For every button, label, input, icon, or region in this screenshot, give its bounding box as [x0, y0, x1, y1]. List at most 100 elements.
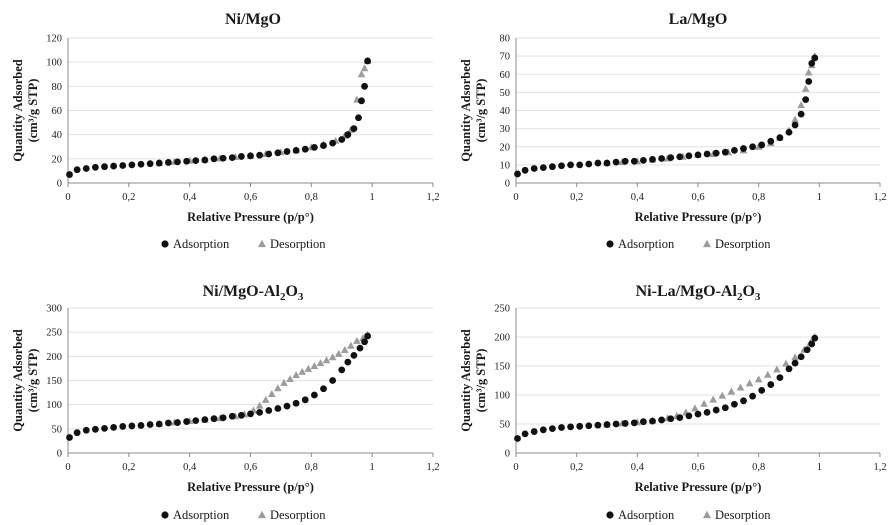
adsorption-point [364, 57, 372, 65]
adsorption-point [594, 421, 602, 429]
chart-panel-3: Ni/MgO-Al2O3 0 50 100 150 200 250 300 0 0,2 0,4 0,6… [11, 283, 440, 522]
adsorption-point [110, 423, 118, 431]
adsorption-point [740, 145, 747, 152]
y-tick-label: 100 [494, 391, 510, 402]
y-tick-label: 50 [500, 420, 511, 431]
desorption-point [280, 378, 288, 386]
legend-desorption-label: Desorption [715, 508, 771, 522]
adsorption-point [758, 141, 766, 149]
x-axis-label: Relative Pressure (p/p°) [635, 480, 762, 494]
x-tick-label: 1,2 [426, 192, 439, 203]
x-tick-label: 1,2 [873, 192, 886, 203]
y-tick-label: 200 [494, 333, 510, 344]
adsorption-point [361, 338, 368, 346]
adsorption-point [514, 170, 521, 178]
x-tick-label: 1,2 [426, 462, 439, 473]
adsorption-point [603, 421, 611, 428]
desorption-point [700, 399, 708, 407]
adsorption-point [594, 159, 602, 167]
desorption-point [782, 359, 790, 367]
adsorption-point [621, 157, 629, 165]
legend-adsorption-label: Adsorption [173, 508, 230, 522]
adsorption-point [749, 143, 756, 151]
legend-desorption-marker [258, 239, 266, 248]
adsorption-point [703, 150, 711, 158]
chart-title-subscript: 2 [280, 291, 286, 303]
adsorption-point [350, 351, 358, 359]
adsorption-point [164, 159, 172, 166]
adsorption-point [721, 404, 729, 412]
desorption-point [360, 64, 369, 72]
desorption-point [353, 336, 361, 344]
adsorption-point [539, 426, 547, 434]
series-adsorption [514, 54, 819, 178]
desorption-point [773, 365, 781, 373]
adsorption-point [338, 136, 346, 143]
adsorption-point [685, 152, 693, 160]
desorption-point [736, 383, 745, 391]
y-tick-label: 20 [52, 154, 63, 165]
adsorption-point [128, 161, 136, 169]
y-tick-label: 50 [52, 424, 63, 435]
x-tick-label: 0,8 [752, 192, 765, 203]
desorption-point [328, 353, 337, 361]
y-tick-label: 0 [505, 179, 510, 190]
x-tick-label: 0,2 [122, 462, 135, 473]
chart-panel-1: Ni/MgO 0 20 40 60 80 100 120 0 0,2 0,4 0,6 0,8 1 1,2 Re… [11, 11, 440, 251]
legend-adsorption-label: Adsorption [618, 508, 675, 522]
x-tick-label: 0 [513, 462, 518, 473]
x-axis-label: Relative Pressure (p/p°) [187, 480, 314, 494]
chart-title-main: Ni/MgO [225, 11, 281, 28]
legend: Adsorption Desorption [161, 237, 326, 251]
chart-title-main: La/MgO [669, 11, 728, 28]
x-tick-label: 0,8 [752, 462, 765, 473]
desorption-point [797, 101, 805, 109]
adsorption-point [758, 386, 766, 394]
desorption-point [347, 341, 355, 349]
adsorption-point [164, 419, 172, 427]
chart-title-subscript: 2 [737, 291, 743, 303]
adsorption-point [274, 149, 282, 157]
adsorption-point [91, 163, 99, 171]
desorption-point [718, 391, 727, 399]
adsorption-point [310, 391, 318, 399]
y-tick-label: 20 [500, 142, 511, 153]
series-desorption [603, 52, 819, 167]
adsorption-point [549, 163, 556, 171]
adsorption-point [803, 346, 811, 354]
adsorption-point [358, 97, 365, 105]
adsorption-point [703, 409, 711, 416]
adsorption-point [310, 143, 318, 151]
adsorption-point [301, 396, 309, 404]
desorption-point [691, 404, 699, 412]
adsorption-point [66, 171, 73, 178]
adsorption-point [350, 125, 358, 133]
desorption-point [322, 356, 331, 364]
adsorption-point [119, 423, 127, 430]
adsorption-point [146, 421, 154, 428]
adsorption-point [712, 149, 720, 157]
adsorption-point [612, 158, 620, 166]
y-axis-unit: (cm³/g STP) [26, 79, 40, 143]
adsorption-point [320, 142, 327, 149]
y-axis-label: Quantity Adsorbed [459, 329, 473, 432]
adsorption-point [694, 410, 702, 418]
adsorption-point [344, 131, 352, 139]
adsorption-point [621, 420, 629, 427]
adsorption-point [192, 157, 200, 165]
adsorption-point [146, 160, 154, 168]
adsorption-point [301, 145, 309, 153]
adsorption-point [767, 137, 775, 145]
x-tick-label: 0,6 [691, 462, 704, 473]
x-tick-label: 0,4 [183, 462, 197, 473]
x-tick-label: 0,8 [305, 462, 318, 473]
y-axis-unit: (cm³/g STP) [474, 349, 488, 413]
legend: Adsorption Desorption [161, 508, 326, 522]
legend-desorption-label: Desorption [270, 508, 326, 522]
series-desorption [603, 333, 819, 428]
y-axis-label: Quantity Adsorbed [11, 59, 25, 162]
adsorption-point [785, 128, 793, 136]
desorption-point [274, 384, 282, 392]
adsorption-point [585, 160, 593, 168]
adsorption-point [137, 422, 145, 429]
